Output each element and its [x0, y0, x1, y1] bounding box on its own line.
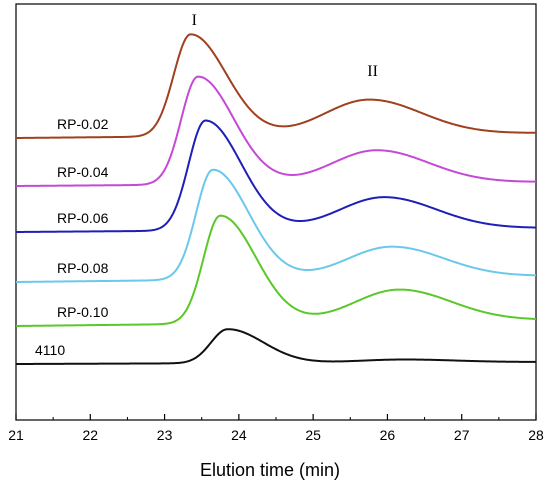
chart-series — [15, 33, 537, 365]
peak-annotation: II — [367, 63, 378, 80]
x-tick-label: 27 — [454, 427, 470, 443]
peak-annotation: I — [192, 12, 197, 29]
series-line-4110 — [15, 328, 536, 365]
x-axis-title: Elution time (min) — [200, 460, 340, 480]
series-label: RP-0.10 — [57, 304, 109, 320]
x-tick-label: 25 — [305, 427, 321, 443]
series-label: 4110 — [35, 342, 65, 358]
series-line-rp-0-06 — [15, 119, 537, 233]
series-line-rp-0-04 — [15, 75, 537, 187]
series-line-rp-0-10 — [15, 214, 537, 327]
x-tick-label: 23 — [157, 427, 173, 443]
x-tick-label: 22 — [82, 427, 98, 443]
x-tick-label: 28 — [528, 427, 544, 443]
x-axis-ticks: 21 22 23 24 25 26 27 28 — [8, 414, 544, 443]
series-label: RP-0.08 — [57, 260, 109, 276]
x-tick-label: 24 — [231, 427, 247, 443]
x-tick-label: 26 — [380, 427, 396, 443]
series-line-rp-0-02 — [15, 33, 537, 139]
series-label: RP-0.02 — [57, 116, 109, 132]
x-tick-label: 21 — [8, 427, 24, 443]
series-label: RP-0.04 — [57, 164, 109, 180]
series-labels: RP-0.02 RP-0.04 RP-0.06 RP-0.08 RP-0.10 4110 — [35, 116, 109, 358]
series-label: RP-0.06 — [57, 210, 109, 226]
series-line-rp-0-08 — [15, 168, 537, 283]
peak-annotations: III — [192, 12, 378, 80]
